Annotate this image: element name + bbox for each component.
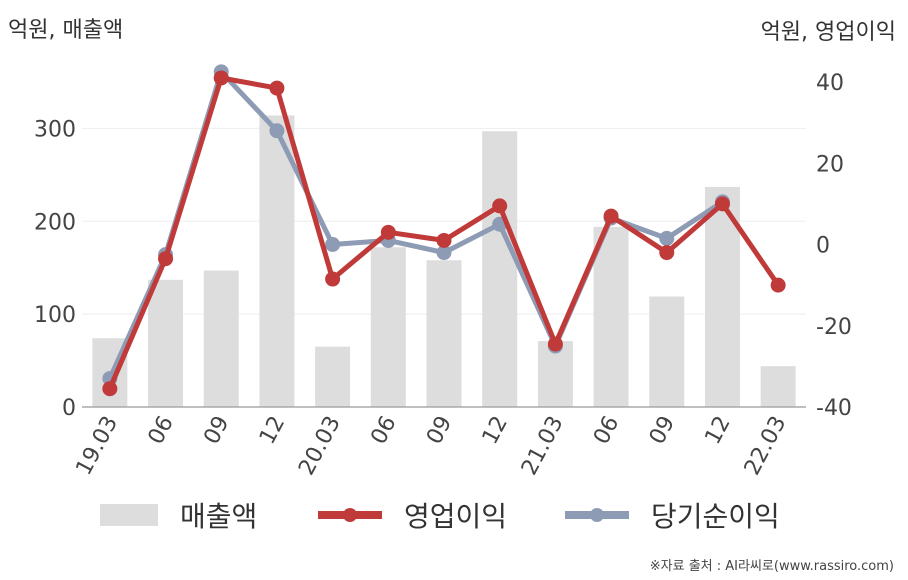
- operating-profit-point: [603, 208, 619, 224]
- bar: [148, 279, 184, 407]
- left-axis-unit: 억원, 매출액: [8, 18, 124, 43]
- legend-item-net-income: 당기순이익: [565, 490, 780, 540]
- x-tick-label: 12: [478, 412, 513, 448]
- source-note: ※자료 출처 : AI라씨로(www.rassiro.com): [649, 559, 894, 574]
- net-income-point: [436, 245, 452, 261]
- bar: [482, 131, 518, 407]
- net-income-point: [659, 230, 675, 246]
- legend-label-revenue: 매출액: [180, 500, 258, 533]
- y-left-tick-label: 0: [62, 396, 76, 421]
- y-right-tick-label: 0: [816, 234, 830, 259]
- bar: [760, 366, 796, 407]
- legend-item-revenue: 매출액: [100, 490, 257, 540]
- operating-profit-point: [547, 336, 563, 352]
- x-tick-label: 12: [255, 412, 290, 448]
- operating-profit-point: [325, 271, 341, 287]
- bar: [315, 346, 351, 407]
- operating-profit-point: [492, 198, 508, 214]
- y-right-tick-label: 40: [816, 71, 844, 96]
- x-tick-label: 06: [366, 412, 401, 448]
- x-tick-label: 06: [589, 412, 624, 448]
- operating-profit-point: [269, 80, 285, 96]
- x-tick-label: 06: [144, 412, 179, 448]
- legend-line-swatch-red: [318, 504, 382, 526]
- bar: [259, 115, 295, 407]
- x-tick-label: 09: [645, 412, 680, 448]
- y-right-tick-label: -40: [816, 396, 852, 421]
- operating-profit-point: [436, 232, 452, 248]
- right-axis-unit: 억원, 영업이익: [760, 20, 896, 45]
- legend-line-swatch-gray: [565, 504, 629, 526]
- bar: [203, 270, 239, 407]
- operating-profit-point: [158, 251, 174, 267]
- x-tick-label: 09: [422, 412, 457, 448]
- bar: [593, 226, 629, 407]
- net-income-line: [107, 69, 724, 380]
- y-right-tick-label: -20: [816, 315, 852, 340]
- y-right-tick-label: 20: [816, 152, 844, 177]
- bar: [649, 296, 685, 407]
- net-income-point: [325, 237, 341, 252]
- legend-item-operating-profit: 영업이익: [318, 490, 507, 540]
- x-tick-label: 22.03: [740, 412, 792, 479]
- operating-profit-point: [213, 70, 229, 86]
- operating-profit-point: [714, 196, 730, 212]
- bar: [426, 260, 462, 407]
- x-tick-label: 20.03: [294, 412, 346, 479]
- legend-label-net-income: 당기순이익: [651, 500, 780, 533]
- chart-legend: 매출액 영업이익 당기순이익: [0, 490, 908, 540]
- legend-label-operating-profit: 영업이익: [404, 500, 508, 533]
- y-left-tick-label: 300: [34, 117, 76, 142]
- x-tick-label: 19.03: [72, 412, 124, 479]
- operating-profit-point: [380, 224, 396, 240]
- operating-profit-point: [659, 245, 675, 261]
- legend-bar-swatch: [100, 504, 158, 526]
- operating-profit-point: [102, 381, 118, 397]
- x-tick-label: 12: [701, 412, 736, 448]
- net-income-point: [269, 123, 285, 139]
- x-tick-label: 09: [199, 412, 234, 448]
- operating-profit-point: [770, 277, 786, 293]
- y-left-tick-label: 200: [34, 210, 76, 235]
- bar: [370, 247, 406, 407]
- x-tick-label: 21.03: [517, 412, 569, 479]
- y-left-tick-label: 100: [34, 303, 76, 328]
